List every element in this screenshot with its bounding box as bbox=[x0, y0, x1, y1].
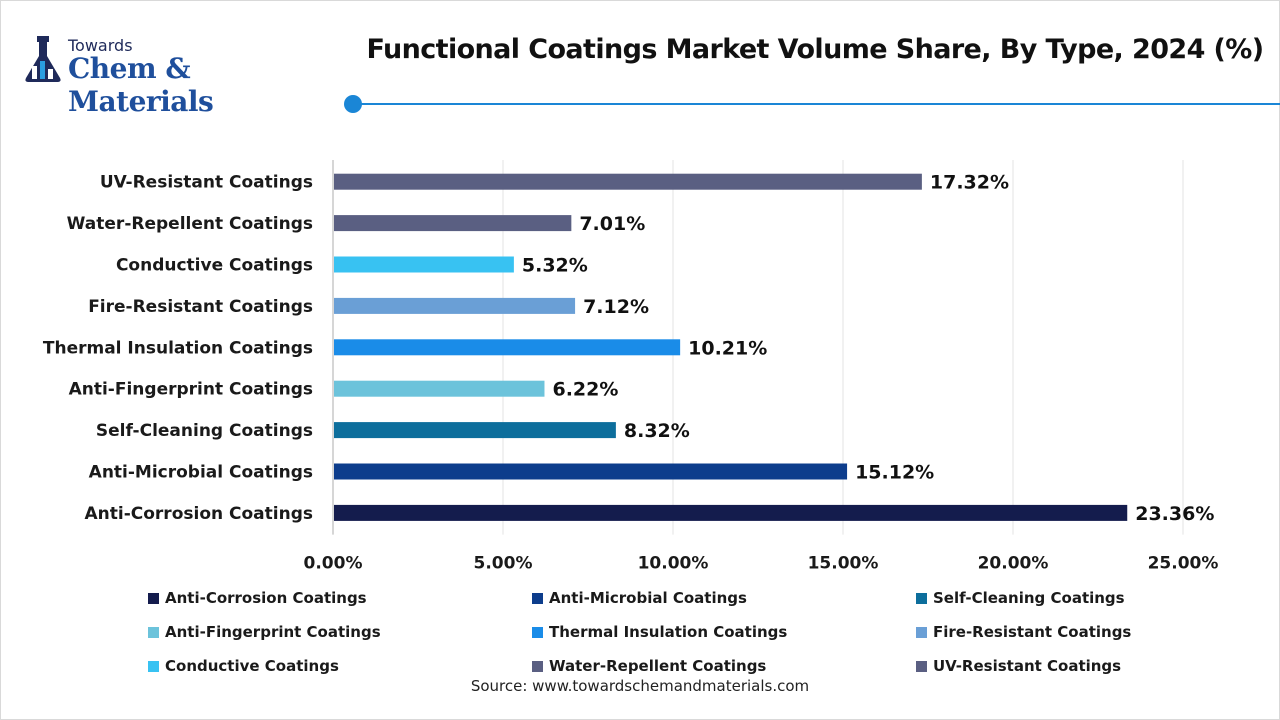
x-tick-label: 5.00% bbox=[474, 554, 533, 574]
legend-swatch bbox=[148, 660, 159, 672]
category-label: Water-Repellent Coatings bbox=[67, 214, 313, 234]
value-label: 15.12% bbox=[855, 462, 934, 484]
legend-item: Water-Repellent Coatings bbox=[532, 657, 766, 675]
legend-label: Thermal Insulation Coatings bbox=[549, 623, 788, 641]
legend-swatch bbox=[532, 592, 543, 604]
legend-label: Anti-Fingerprint Coatings bbox=[165, 623, 381, 641]
legend-label: Anti-Microbial Coatings bbox=[549, 589, 747, 607]
bar bbox=[334, 339, 681, 356]
x-tick-label: 25.00% bbox=[1148, 554, 1219, 574]
legend-item: Fire-Resistant Coatings bbox=[916, 623, 1131, 641]
category-label: Fire-Resistant Coatings bbox=[88, 297, 313, 317]
value-label: 5.32% bbox=[522, 255, 588, 277]
legend-swatch bbox=[916, 592, 927, 604]
legend-item: Anti-Corrosion Coatings bbox=[148, 589, 367, 607]
value-label: 10.21% bbox=[688, 337, 767, 359]
flask-icon bbox=[25, 36, 61, 82]
x-tick-label: 20.00% bbox=[978, 554, 1049, 574]
category-label: Thermal Insulation Coatings bbox=[43, 338, 313, 358]
value-label: 17.32% bbox=[930, 172, 1009, 194]
legend-item: Self-Cleaning Coatings bbox=[916, 589, 1125, 607]
value-label: 8.32% bbox=[624, 420, 690, 442]
bar bbox=[334, 504, 1128, 521]
category-label: Self-Cleaning Coatings bbox=[96, 421, 313, 441]
bar-chart: 0.00% 5.00% 10.00% 15.00% 20.00% 25.00% UV-Res… bbox=[43, 160, 1219, 574]
category-label: Anti-Fingerprint Coatings bbox=[69, 380, 313, 400]
title-underline bbox=[353, 103, 1280, 105]
bar bbox=[334, 463, 848, 480]
legend-label: Water-Repellent Coatings bbox=[549, 657, 767, 675]
bar bbox=[334, 297, 576, 314]
bar bbox=[334, 256, 514, 273]
legend-item: UV-Resistant Coatings bbox=[916, 657, 1121, 675]
category-label: Anti-Microbial Coatings bbox=[89, 463, 313, 483]
legend-label: UV-Resistant Coatings bbox=[933, 657, 1122, 675]
chart-title: Functional Coatings Market Volume Share,… bbox=[366, 34, 1264, 65]
brand-main: Chem & Materials bbox=[68, 52, 214, 118]
legend-label: Fire-Resistant Coatings bbox=[933, 623, 1132, 641]
category-label: Conductive Coatings bbox=[116, 256, 313, 276]
legend-item: Thermal Insulation Coatings bbox=[532, 623, 787, 641]
value-label: 7.12% bbox=[583, 296, 649, 318]
bar bbox=[334, 422, 616, 439]
legend-item: Conductive Coatings bbox=[148, 657, 339, 675]
brand-logo: Towards Chem & Materials bbox=[22, 34, 342, 118]
legend-label: Anti-Corrosion Coatings bbox=[165, 589, 367, 607]
legend-swatch bbox=[532, 626, 543, 638]
bar bbox=[334, 380, 545, 397]
value-label: 23.36% bbox=[1135, 503, 1214, 525]
x-tick-label: 10.00% bbox=[638, 554, 709, 574]
category-label: Anti-Corrosion Coatings bbox=[85, 504, 314, 524]
bar bbox=[334, 215, 572, 232]
source-note: Source: www.towardschemandmaterials.com bbox=[470, 677, 810, 695]
legend-label: Conductive Coatings bbox=[165, 657, 339, 675]
bar bbox=[334, 173, 922, 190]
legend-swatch bbox=[916, 626, 927, 638]
brand-top: Towards bbox=[68, 36, 133, 55]
value-label: 6.22% bbox=[552, 379, 618, 401]
legend-item: Anti-Fingerprint Coatings bbox=[148, 623, 381, 641]
legend-swatch bbox=[916, 660, 927, 672]
x-tick-label: 0.00% bbox=[304, 554, 363, 574]
legend-swatch bbox=[148, 592, 159, 604]
legend-item: Anti-Microbial Coatings bbox=[532, 589, 747, 607]
x-tick-label: 15.00% bbox=[808, 554, 879, 574]
legend-swatch bbox=[532, 660, 543, 672]
category-label: UV-Resistant Coatings bbox=[100, 173, 313, 193]
legend-swatch bbox=[148, 626, 159, 638]
legend-label: Self-Cleaning Coatings bbox=[933, 589, 1125, 607]
value-label: 7.01% bbox=[579, 213, 645, 235]
